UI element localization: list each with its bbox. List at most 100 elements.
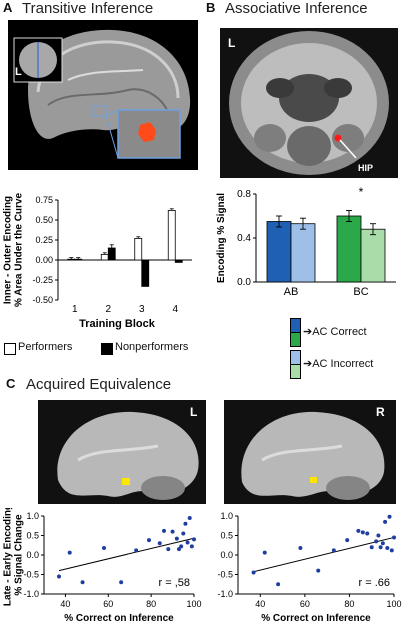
chart-c-left-point (67, 550, 72, 555)
chart-a-bar-nonperformers (174, 259, 183, 263)
chart-c-left-x-tick-label: 60 (103, 599, 113, 609)
panel-b-letter: B (206, 0, 216, 15)
chart-a-x-tick-label: 1 (72, 304, 78, 315)
chart-a-bar-nonperformers (107, 247, 116, 261)
chart-c-left-point (157, 541, 162, 546)
chart-c-left-x-label: % Correct on Inference (64, 613, 174, 624)
legend-b-correct-ab-swatch (290, 318, 301, 333)
chart-c-right-y-tick-label: 0.5 (220, 531, 233, 541)
chart-c-right: 1.0 0.5 0.0 -0.5 -1.0 40 60 80 100 r = .66 % Corre… (217, 511, 401, 624)
panel-a-side-label: L (15, 66, 22, 78)
chart-c-right-point (360, 530, 365, 535)
chart-c-right-y-tick-label: 1.0 (220, 511, 233, 521)
chart-b-y-tick-label: 0.0 (237, 277, 251, 288)
chart-a-bar-performers (134, 238, 143, 261)
chart-c-right-y-tick-label: -0.5 (217, 570, 233, 580)
chart-c-right-point (298, 545, 303, 550)
chart-c-right-x-tick-label: 60 (300, 599, 310, 609)
panel-a-letter: A (3, 0, 13, 15)
chart-a-bar-performers (67, 258, 76, 261)
chart-c-left-point (189, 544, 194, 549)
chart-a-x-tick-label: 3 (139, 304, 145, 315)
legend-b-correct-bc-swatch (290, 332, 301, 347)
panel-c-left-brain-image (38, 400, 206, 504)
chart-c-left-y-tick-label: 0.5 (26, 531, 39, 541)
chart-a-y-tick-label: 0.75 (35, 195, 53, 205)
chart-a-bar-nonperformers (141, 259, 150, 287)
chart-c-left-point (183, 521, 188, 526)
legend-a-nonperformers-swatch (101, 343, 113, 355)
chart-a-x-label: Training Block (79, 318, 156, 330)
chart-c-right-point (385, 545, 390, 550)
roi-red (334, 134, 342, 142)
chart-c-left-point (170, 529, 175, 534)
chart-a-bar-performers (167, 209, 176, 261)
chart-b-bar-ab-correct (266, 221, 292, 283)
chart-c-left-point (119, 580, 124, 585)
chart-c-left-point (134, 548, 139, 553)
chart-c-right-x-tick-label: 40 (255, 599, 265, 609)
chart-c-left-point (162, 528, 166, 533)
chart-c-left-point (102, 545, 106, 550)
chart-c-left-y-tick-label: -1.0 (23, 589, 39, 599)
chart-b-bar-bc-incorrect (360, 228, 386, 283)
chart-b-y-tick-label: 0.8 (237, 189, 251, 200)
roi-yellow-left (122, 478, 130, 485)
legend-b-incorrect-label: ➔AC Incorrect (303, 358, 374, 370)
chart-c-left-point (80, 580, 85, 585)
panel-c-letter: C (6, 376, 16, 391)
legend-b-incorrect-bc-swatch (290, 364, 301, 379)
panel-b-title: Associative Inference (225, 0, 368, 17)
chart-c-right-x-tick-label: 100 (386, 599, 401, 609)
chart-c-right-point (345, 538, 350, 543)
chart-c-left-y-label: Late - Early Encoding% Signal Change (3, 508, 25, 606)
chart-c-left-point (187, 515, 192, 520)
panel-c-right-brain-image (224, 400, 396, 504)
chart-a-x-tick-label: 2 (105, 304, 111, 315)
chart-b: 0.8 0.4 0.0 AB BC * Encoding % Signal (216, 186, 396, 298)
chart-b-x-tick-label: BC (353, 286, 368, 298)
chart-c-left-point (57, 574, 61, 579)
chart-c-left-x-tick-label: 100 (186, 599, 201, 609)
legend-a-performers-label: Performers (18, 341, 73, 353)
chart-c-left-point (179, 544, 184, 549)
chart-c-right-r-annotation: r = .66 (359, 577, 391, 589)
chart-c-right-y-tick-label: 0.0 (220, 550, 233, 560)
chart-c-right-point (376, 533, 381, 538)
panel-b-brain-image (220, 28, 398, 178)
chart-c-right-point (365, 531, 370, 536)
panel-b-side-label: L (228, 36, 236, 50)
chart-c-right-point (389, 548, 394, 553)
chart-b-y-label: Encoding % Signal (216, 193, 227, 283)
chart-c-right-point (262, 550, 267, 555)
chart-a-y-tick-label: -0.25 (32, 275, 53, 285)
chart-c-right-point (374, 539, 379, 544)
chart-b-bar-bc-correct (336, 215, 362, 283)
chart-c-right-point (378, 545, 383, 550)
legend-a-performers-swatch (4, 343, 16, 355)
chart-c-right-point (387, 514, 392, 519)
panel-a-brain-image (8, 20, 198, 170)
chart-b-x-tick-label: AB (284, 286, 299, 298)
panel-c-right-side-label: R (376, 405, 385, 419)
panel-a-title: Transitive Inference (22, 0, 154, 17)
chart-c-left-x-tick-label: 40 (60, 599, 70, 609)
chart-c-left-point (185, 540, 190, 545)
panel-c-title: Acquired Equivalence (26, 376, 172, 393)
chart-c-right-point (383, 519, 388, 524)
chart-c-right-point (276, 582, 281, 587)
chart-c-right-x-label: % Correct on Inference (261, 613, 371, 624)
chart-a-bar-performers (100, 254, 109, 261)
chart-c-left-y-tick-label: -0.5 (23, 570, 39, 580)
panel-c-left-side-label: L (190, 405, 198, 419)
chart-c-left-point (166, 547, 171, 552)
roi-orange (138, 122, 156, 142)
chart-a-y-tick-label: 0.25 (35, 235, 53, 245)
chart-c-left-point (174, 536, 179, 541)
chart-a-bar-nonperformers (74, 258, 83, 261)
chart-c-right-point (316, 568, 321, 573)
legend-b-incorrect-ab-swatch (290, 350, 301, 365)
chart-c-left-x-tick-label: 80 (146, 599, 156, 609)
chart-c-right-point (380, 541, 385, 546)
chart-b-y-tick-label: 0.4 (237, 233, 251, 244)
